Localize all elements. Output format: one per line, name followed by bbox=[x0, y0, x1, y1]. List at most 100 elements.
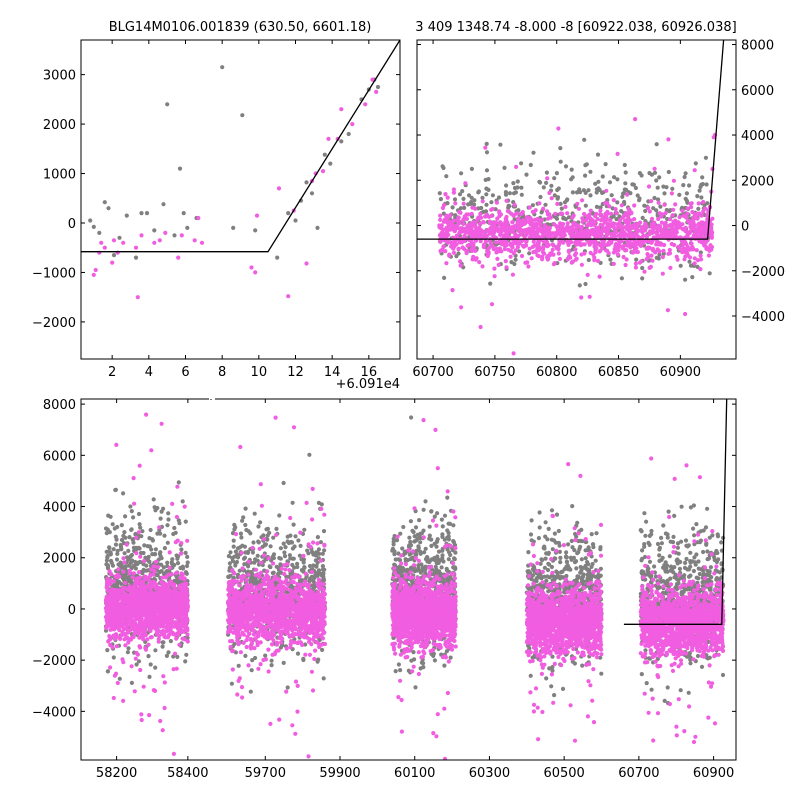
gray-point bbox=[297, 553, 302, 558]
gray-point bbox=[166, 511, 171, 516]
y-tick-label: 2000 bbox=[43, 118, 76, 133]
gray-point bbox=[142, 543, 147, 548]
gray-point bbox=[265, 533, 270, 538]
pink-point bbox=[173, 540, 178, 545]
gray-point bbox=[640, 215, 645, 220]
pink-point bbox=[130, 588, 135, 593]
pink-point bbox=[438, 248, 443, 254]
pink-point bbox=[152, 564, 157, 569]
gray-point bbox=[519, 192, 524, 197]
pink-point bbox=[136, 594, 141, 599]
gray-point bbox=[139, 211, 144, 216]
gray-point bbox=[531, 150, 536, 155]
pink-point bbox=[527, 205, 532, 210]
pink-point bbox=[675, 225, 680, 230]
pink-point bbox=[133, 656, 138, 661]
pink-point bbox=[438, 217, 443, 222]
gray-point bbox=[268, 565, 273, 570]
pink-point bbox=[192, 238, 197, 243]
gray-point bbox=[512, 185, 518, 191]
x-tick-label: 60700 bbox=[412, 365, 453, 380]
pink-point bbox=[156, 637, 161, 642]
gray-point bbox=[140, 569, 146, 574]
pink-point bbox=[650, 248, 656, 253]
gray-point bbox=[654, 208, 659, 213]
gray-point bbox=[144, 211, 150, 216]
gray-point bbox=[118, 542, 123, 548]
gray-point bbox=[184, 563, 190, 569]
pink-point bbox=[473, 206, 478, 211]
gray-point bbox=[161, 202, 166, 207]
pink-point bbox=[453, 201, 458, 206]
gray-point bbox=[256, 524, 261, 529]
pink-point bbox=[144, 611, 149, 616]
pink-point bbox=[618, 230, 623, 236]
pink-point bbox=[470, 221, 475, 226]
gray-point bbox=[316, 568, 322, 573]
pink-point bbox=[683, 225, 688, 230]
pink-point bbox=[575, 201, 580, 206]
gray-point bbox=[185, 554, 190, 560]
pink-point bbox=[555, 201, 560, 206]
pink-point bbox=[488, 226, 493, 231]
gray-point bbox=[552, 193, 557, 198]
gray-point bbox=[375, 84, 381, 90]
gray-point bbox=[283, 545, 288, 550]
pink-point bbox=[688, 229, 693, 234]
gray-point bbox=[275, 255, 280, 260]
gray-point bbox=[640, 276, 645, 281]
pink-point bbox=[505, 209, 510, 214]
y-tick-label: −2000 bbox=[741, 265, 785, 280]
gray-point bbox=[128, 504, 133, 509]
gray-point bbox=[233, 549, 238, 554]
gray-point bbox=[687, 183, 692, 188]
gray-point bbox=[504, 183, 509, 188]
pink-point bbox=[604, 188, 609, 193]
gray-point bbox=[654, 178, 659, 183]
pink-point bbox=[483, 214, 488, 219]
pink-point bbox=[182, 596, 187, 602]
gray-point bbox=[240, 113, 245, 118]
gray-point bbox=[658, 204, 663, 209]
gray-point bbox=[697, 188, 702, 193]
gray-point bbox=[513, 257, 518, 262]
gray-point bbox=[506, 205, 511, 210]
gray-point bbox=[277, 513, 282, 518]
gray-point bbox=[258, 520, 263, 525]
gray-point bbox=[124, 213, 129, 218]
pink-point bbox=[469, 211, 474, 216]
pink-point bbox=[179, 571, 184, 576]
pink-point bbox=[139, 712, 144, 717]
gray-point bbox=[114, 557, 120, 562]
gray-point bbox=[570, 190, 576, 195]
pink-point bbox=[587, 229, 592, 234]
pink-point bbox=[540, 230, 545, 235]
pink-point bbox=[647, 265, 652, 270]
gray-point bbox=[582, 137, 587, 142]
pink-point bbox=[660, 212, 665, 217]
pink-point bbox=[124, 542, 129, 547]
pink-point bbox=[132, 689, 137, 694]
pink-point bbox=[148, 615, 153, 620]
gray-point bbox=[662, 191, 667, 196]
pink-point bbox=[609, 232, 615, 237]
pink-point bbox=[456, 246, 461, 251]
pink-point bbox=[622, 225, 627, 230]
pink-point bbox=[496, 229, 501, 234]
pink-point bbox=[698, 253, 703, 258]
pink-point bbox=[609, 221, 614, 227]
y-tick-label: −2000 bbox=[32, 316, 76, 331]
pink-point bbox=[496, 262, 501, 267]
gray-point bbox=[107, 545, 112, 551]
pink-point bbox=[114, 588, 119, 593]
pink-point bbox=[131, 571, 136, 576]
pink-point bbox=[141, 684, 146, 689]
gray-point bbox=[255, 553, 260, 558]
pink-point bbox=[666, 137, 671, 142]
gray-point bbox=[157, 569, 162, 575]
pink-point bbox=[497, 210, 502, 215]
gray-point bbox=[538, 194, 543, 200]
pink-point bbox=[339, 107, 344, 112]
pink-point bbox=[615, 252, 621, 257]
